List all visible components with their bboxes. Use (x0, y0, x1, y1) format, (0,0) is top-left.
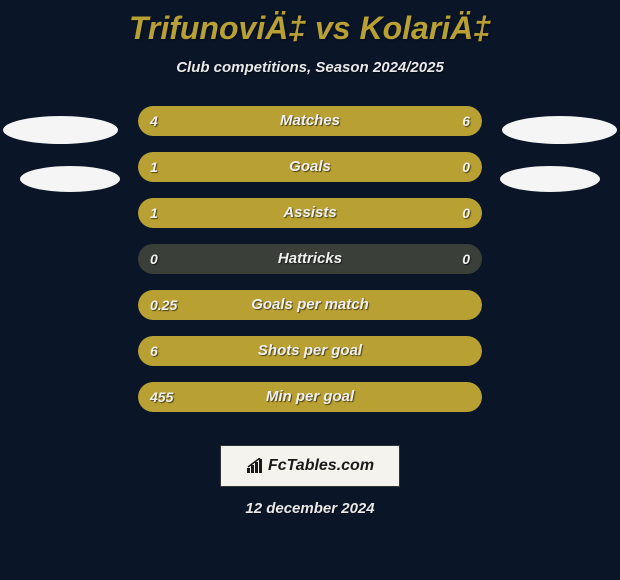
date-line: 12 december 2024 (0, 500, 620, 517)
stat-label: Hattricks (138, 244, 482, 274)
player-left-ellipse-2 (20, 166, 120, 192)
page-title: TrifunoviÄ‡ vs KolariÄ‡ (0, 0, 620, 47)
stat-row: 1Assists0 (138, 198, 482, 228)
logo-text: FcTables.com (268, 457, 374, 475)
stat-row: 6Shots per goal (138, 336, 482, 366)
stat-rows-container: 4Matches61Goals01Assists00Hattricks00.25… (138, 106, 482, 428)
stat-label: Shots per goal (138, 336, 482, 366)
stat-label: Min per goal (138, 382, 482, 412)
stat-label: Goals (138, 152, 482, 182)
player-right-ellipse-1 (502, 116, 617, 144)
stat-row: 1Goals0 (138, 152, 482, 182)
chart-icon (246, 458, 264, 474)
stat-value-right: 6 (462, 106, 470, 136)
player-right-ellipse-2 (500, 166, 600, 192)
logo: FcTables.com (246, 457, 374, 475)
stat-row: 4Matches6 (138, 106, 482, 136)
stat-value-right: 0 (462, 198, 470, 228)
stat-value-right: 0 (462, 152, 470, 182)
stats-area: 4Matches61Goals01Assists00Hattricks00.25… (0, 106, 620, 426)
stat-row: 0Hattricks0 (138, 244, 482, 274)
stat-value-right: 0 (462, 244, 470, 274)
stat-label: Assists (138, 198, 482, 228)
stat-row: 0.25Goals per match (138, 290, 482, 320)
stat-row: 455Min per goal (138, 382, 482, 412)
logo-box: FcTables.com (220, 445, 400, 487)
subtitle: Club competitions, Season 2024/2025 (0, 59, 620, 76)
player-left-ellipse-1 (3, 116, 118, 144)
stat-label: Matches (138, 106, 482, 136)
stat-label: Goals per match (138, 290, 482, 320)
